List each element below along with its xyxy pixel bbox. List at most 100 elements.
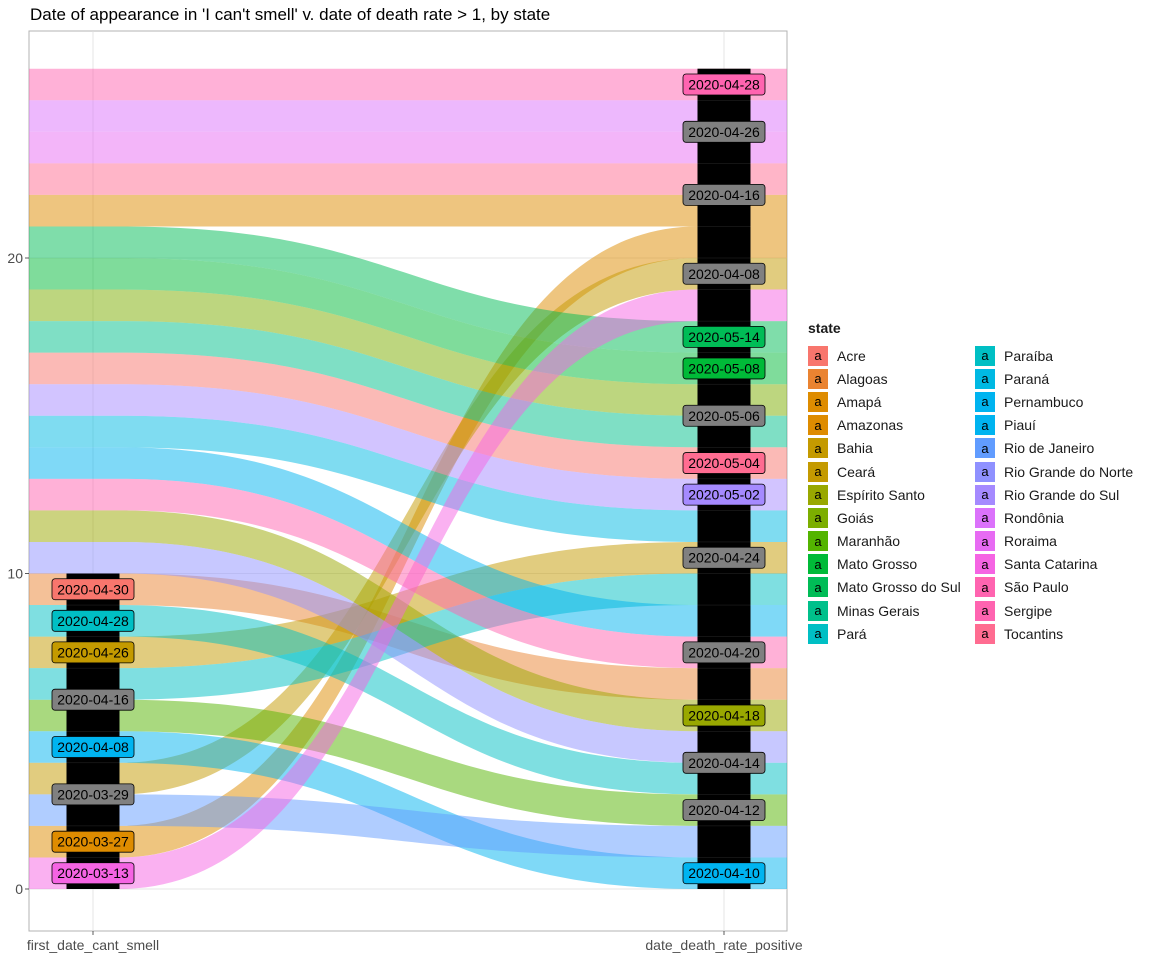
stratum-label-box (682, 483, 766, 506)
legend-label: Rio de Janeiro (1004, 440, 1095, 457)
legend-label: Santa Catarina (1004, 556, 1098, 573)
stratum-label-text: 2020-05-02 (688, 487, 760, 503)
axes-layer: 0 10 20 first_date_cant_smell date_death_rat… (7, 250, 802, 953)
stratum-label: 2020-05-14 (682, 325, 766, 348)
legend-columns: a Acre a Alagoas a Amapá a Amazonas a Bahia a Ceará… (808, 344, 1142, 645)
legend-item: a Maranhão (808, 530, 975, 553)
flow-para-ba (29, 605, 787, 795)
stratum-label: 2020-04-10 (682, 862, 766, 885)
legend-key: a (975, 507, 995, 528)
legend-label: Piauí (1004, 417, 1036, 434)
legend-item: a Minas Gerais (808, 599, 975, 622)
stratum-label-text: 2020-05-08 (688, 360, 760, 376)
legend-item: a Piauí (975, 414, 1142, 437)
stratum-label-box (682, 546, 766, 569)
legend-key: a (808, 368, 828, 389)
stratum-label: 2020-04-18 (682, 704, 766, 727)
legend-label: Rondônia (1004, 509, 1064, 526)
legend-key: a (808, 531, 828, 552)
flow-sergipe (29, 68, 787, 101)
legend: state a Acre a Alagoas a Amapá a Amazonas a Bahia… (808, 320, 1142, 645)
legend-label: Maranhão (837, 533, 901, 550)
stratum-label-box (682, 799, 766, 822)
stratum-label-text: 2020-04-28 (688, 76, 760, 92)
stratum-labels-layer: 2020-03-13 2020-03-27 2020-03-29 2020-04-08… (51, 73, 766, 885)
legend-label: Rio Grande do Sul (1004, 486, 1120, 503)
legend-key: a (975, 461, 995, 482)
legend-label: Amazonas (837, 417, 904, 434)
stratum-label-text: 2020-05-04 (688, 455, 760, 471)
stratum-label-text: 2020-04-16 (688, 187, 760, 203)
stratum-label-text: 2020-04-08 (688, 266, 760, 282)
legend-label: Mato Grosso do Sul (837, 579, 961, 596)
stratum-label: 2020-04-16 (682, 183, 766, 206)
legend-key: a (808, 438, 828, 459)
flow-tocantins (29, 163, 787, 195)
y-tick-label: 10 (7, 566, 23, 582)
stratum-label-box (682, 325, 766, 348)
legend-label: Goiás (837, 509, 874, 526)
legend-item: a Amapá (808, 390, 975, 413)
stratum-label-text: 2020-04-30 (57, 581, 129, 597)
stratum-label: 2020-04-30 (51, 578, 135, 601)
stratum-label: 2020-04-28 (682, 73, 766, 96)
stratum-label: 2020-04-20 (682, 641, 766, 664)
stratum-label-box (682, 262, 766, 285)
flow-rond-nia (29, 100, 787, 132)
legend-label: Rio Grande do Norte (1004, 463, 1134, 480)
flow-rio-de-janeiro (29, 794, 787, 858)
legend-label: Ceará (837, 463, 876, 480)
stratum-label-box (51, 736, 135, 758)
flow-esp-rito-santo (29, 510, 787, 732)
legend-label: Mato Grosso (837, 556, 918, 573)
stratum-label-text: 2020-04-28 (57, 613, 129, 629)
stratum-label-box (51, 783, 135, 806)
legend-item: a Paraná (975, 367, 1142, 390)
stratum-label-box (682, 704, 766, 727)
legend-key: a (808, 345, 828, 366)
legend-item: a Alagoas (808, 367, 975, 390)
legend-item: a São Paulo (975, 576, 1142, 599)
legend-key: a (975, 391, 995, 412)
legend-item: a Espírito Santo (808, 483, 975, 506)
legend-label: Amapá (837, 393, 882, 410)
legend-item: a Bahia (808, 437, 975, 460)
legend-label: Tocantins (1004, 625, 1064, 642)
legend-label: Espírito Santo (837, 486, 925, 503)
legend-label: Minas Gerais (837, 602, 920, 619)
flow-s-o-paulo (29, 478, 787, 669)
stratum-label-box (51, 688, 135, 711)
legend-key: a (808, 484, 828, 505)
x-tick-label: first_date_cant_smell (27, 937, 159, 953)
legend-column: a Acre a Alagoas a Amapá a Amazonas a Bahia a Ceará… (808, 344, 975, 645)
stratum-label-box (51, 862, 135, 885)
legend-label: Alagoas (837, 370, 888, 387)
stratum-label: 2020-05-02 (682, 483, 766, 506)
legend-label: Acre (837, 347, 866, 364)
flow-acre (29, 352, 787, 479)
legend-key: a (975, 577, 995, 598)
stratum-label-box (682, 357, 766, 380)
legend-item: a Mato Grosso (808, 553, 975, 576)
legend-label: Roraima (1004, 533, 1057, 550)
flow-rio-grande-do-sul (29, 384, 787, 511)
legend-label: Pará (837, 625, 867, 642)
stratum-label-box (51, 641, 135, 664)
flow-santa-catarina (29, 289, 787, 889)
flow-maranh-o (29, 699, 787, 826)
flow-piau- (29, 447, 787, 637)
stratum-label-text: 2020-05-06 (688, 408, 760, 424)
flows-layer (29, 68, 787, 889)
legend-item: a Amazonas (808, 414, 975, 437)
stratum-label-box (51, 830, 135, 853)
stratum-label: 2020-03-27 (51, 830, 135, 853)
stratum-label-box (682, 862, 766, 885)
legend-key: a (808, 391, 828, 412)
stratum-label: 2020-04-24 (682, 546, 766, 569)
flow-roraima (29, 131, 787, 164)
legend-column: a Paraíba a Paraná a Pernambuco a Piauí a Rio de … (975, 344, 1142, 645)
legend-title: state (808, 320, 841, 336)
legend-key: a (808, 577, 828, 598)
stratum-label-text: 2020-04-12 (688, 802, 760, 818)
